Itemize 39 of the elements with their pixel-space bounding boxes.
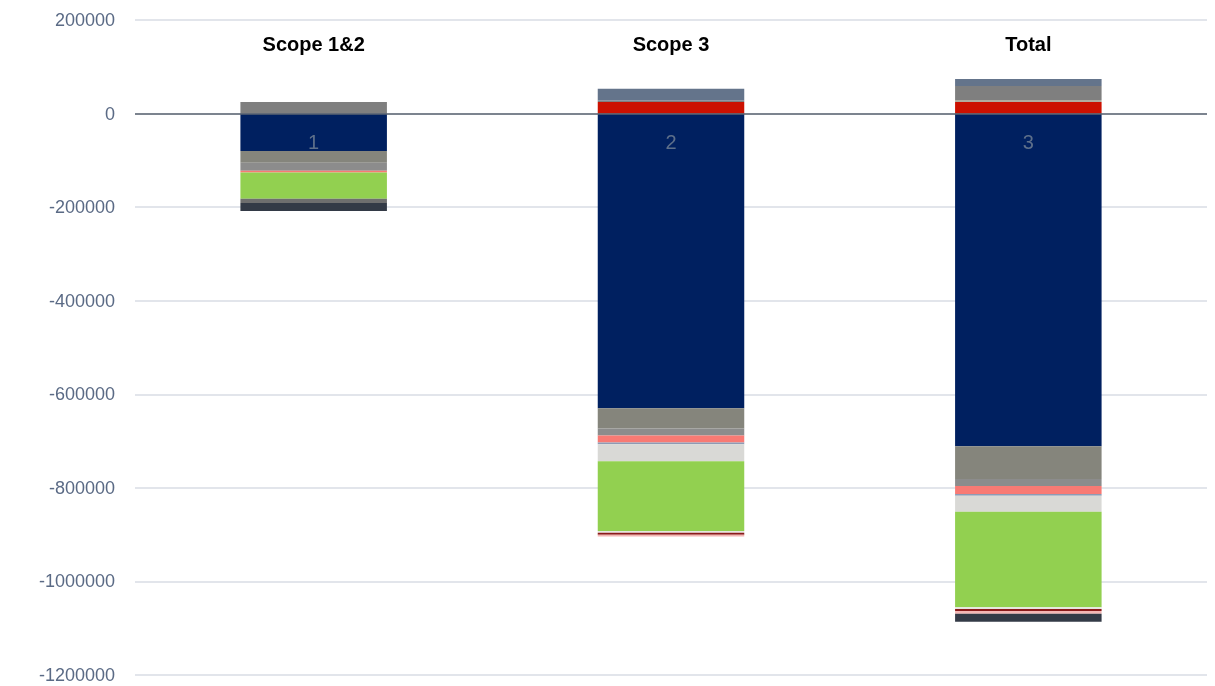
bar [955,478,1102,486]
bar [597,408,745,429]
y-tick-label: -800000 [48,477,115,498]
bar [955,101,1102,114]
bar [955,613,1102,622]
bar [597,101,745,114]
bar [240,198,387,203]
x-tick-label: Scope 3 [632,33,710,55]
bar [955,485,1102,494]
y-tick-label: 0 [104,103,115,124]
x-tick-label: Total [1005,33,1052,55]
y-tick-label: -1200000 [38,665,115,685]
bar [597,113,745,409]
bar [597,444,745,462]
bar [240,172,387,199]
bar [955,85,1102,100]
y-tick-label: 200000 [54,10,115,30]
bar [240,202,387,211]
bar [955,113,1102,447]
bar [597,428,745,436]
y-tick-label: -600000 [48,384,115,405]
y-tick-label: -1000000 [38,571,115,592]
y-tick-label: -400000 [48,290,115,311]
annotation: 1 [308,130,320,153]
bar [597,88,745,101]
bar [597,461,745,531]
x-tick-label: Scope 1&2 [262,33,365,55]
y-tick-label: -200000 [48,197,115,218]
annotation: 3 [1022,130,1034,153]
bar [955,511,1102,608]
bar [240,151,387,163]
bar [240,101,387,114]
bar [955,78,1102,86]
bar [955,446,1102,479]
bar [597,435,745,443]
bar [240,162,387,171]
annotation: 2 [665,130,677,153]
bar [955,495,1102,512]
bar [240,113,387,151]
